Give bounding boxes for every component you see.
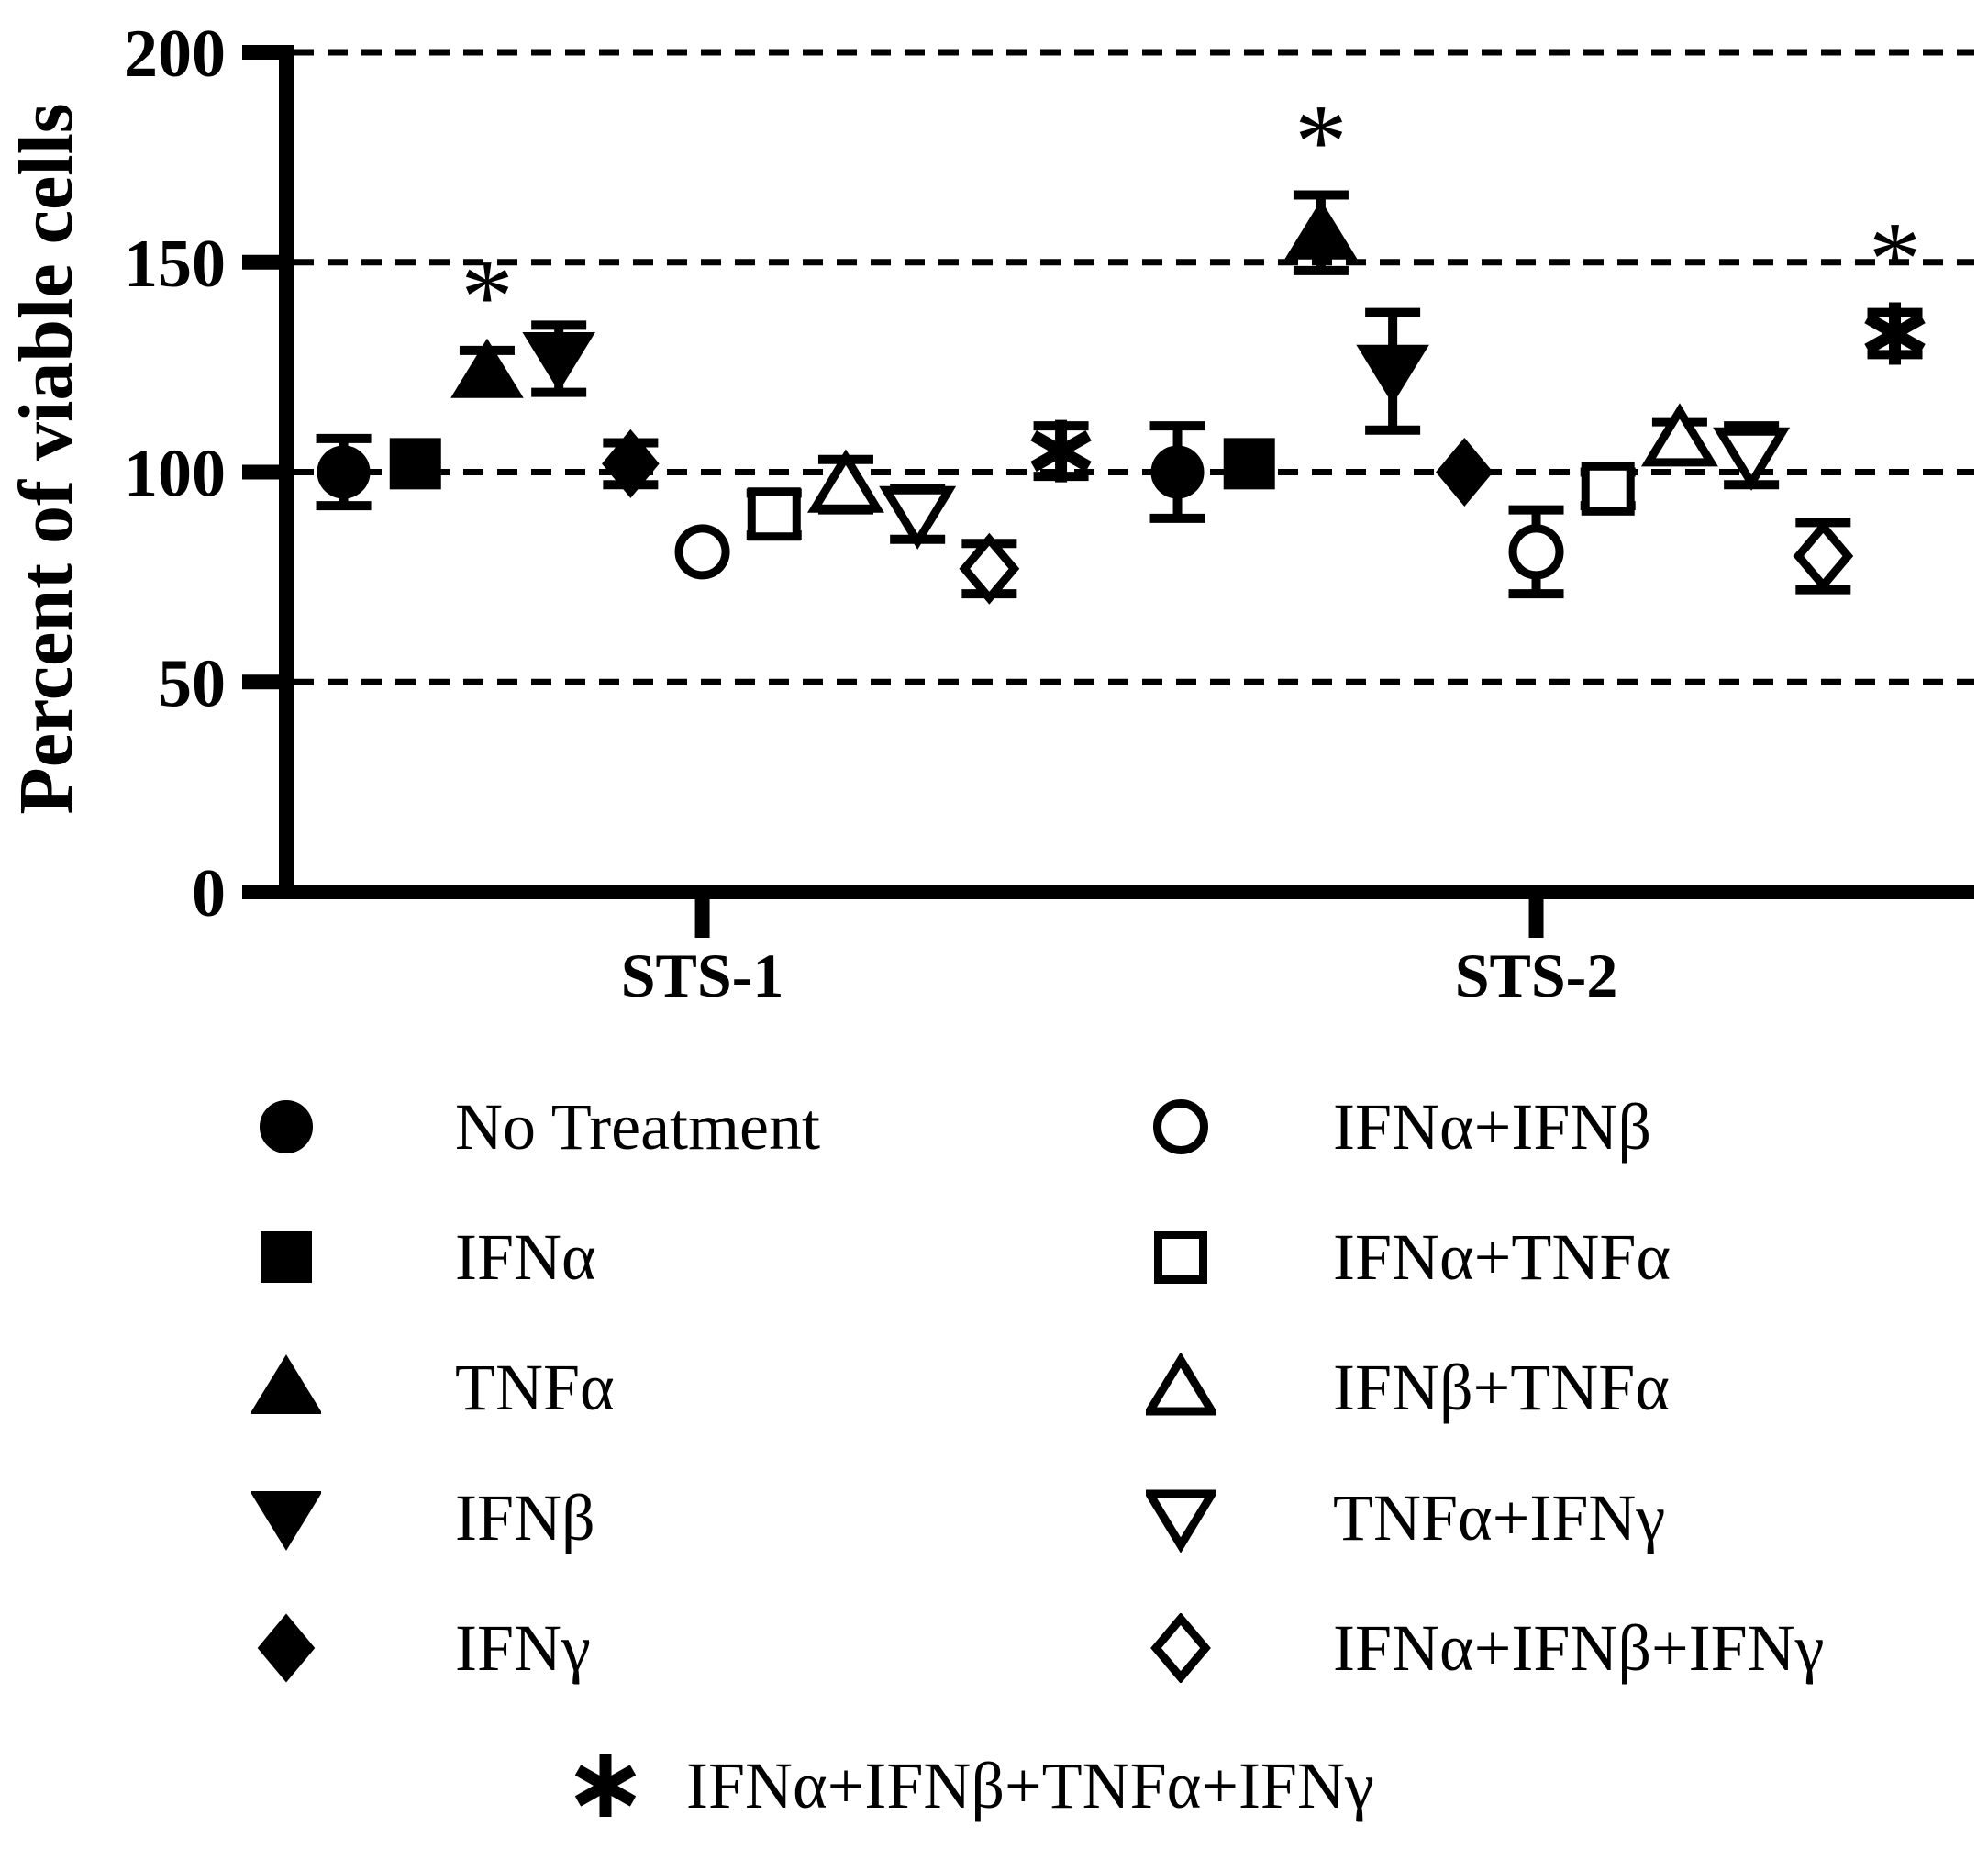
axes: 0 50 100 150 200 STS-1 STS-2 [124,17,1974,1010]
legend-label: TNFα+IFNγ [1333,1481,1666,1554]
legend-item: TNFα+IFNγ [1146,1483,1824,1553]
marker-circle-open [1153,1099,1208,1154]
legend-label: IFNγ [455,1611,591,1685]
marker-square-filled [261,1231,312,1283]
marker-triangle-down-filled [251,1491,321,1551]
marker-diamond-open [959,532,1020,605]
legend-label: IFNα+IFNβ+TNFα+IFNγ [686,1749,1374,1822]
legend-item: IFNα+TNFα [1146,1222,1824,1292]
legend-label: IFNα [455,1220,596,1294]
legend-column-right: IFNα+IFNβ IFNα+TNFα IFNβ+TNFα TNFα+IFNγ IFNα… [1146,1092,1824,1683]
marker-square-filled [389,438,441,490]
legend-label: IFNβ [455,1481,595,1554]
marker-circle-filled [260,1100,313,1153]
legend-item: IFNβ [251,1483,820,1553]
legend-label: No Treatment [455,1090,821,1164]
marker-circle-open [674,524,730,580]
triangle-up-open-icon [1146,1353,1216,1416]
marker-triangle-down-open [879,485,957,550]
marker-diamond-filled [257,1613,316,1683]
gridlines [294,49,1974,685]
y-tick-label: 50 [158,646,226,721]
marker-triangle-up-filled [251,1354,321,1414]
significance-asterisk: * [461,239,514,355]
legend-item: No Treatment [251,1092,820,1162]
legend-item: IFNα+IFNβ+IFNγ [1146,1613,1824,1683]
marker-diamond-filled [1436,437,1494,507]
legend-item: IFNα [251,1222,820,1292]
marker-star [574,1754,637,1817]
square-filled-icon [261,1231,312,1283]
marker-triangle-up-filled [450,338,524,398]
marker-diamond-open [1793,520,1854,592]
triangle-up-filled-icon [251,1354,321,1414]
marker-triangle-up-filled [1284,199,1358,260]
y-tick-label: 150 [124,227,226,302]
data-points: * * * [316,84,1926,605]
diamond-open-icon [1150,1613,1211,1683]
marker-triangle-down-open [1713,427,1791,491]
marker-triangle-down-filled [1356,344,1429,405]
marker-square-open [1581,462,1635,516]
marker-triangle-up-open [1640,403,1718,467]
significance-asterisk: * [1294,84,1348,200]
legend-row-bottom: IFNα+IFNβ+TNFα+IFNγ [571,1751,1374,1821]
marker-diamond-open [1150,1613,1211,1683]
marker-square-filled [1223,438,1275,490]
legend-label: IFNα+IFNβ [1333,1090,1651,1164]
marker-circle-open [1508,524,1564,580]
marker-triangle-up-open [1146,1353,1216,1416]
x-group-label: STS-2 [1455,941,1618,1010]
circle-filled-icon [260,1100,313,1153]
legend-item: IFNγ [251,1613,820,1683]
square-open-icon [1154,1231,1207,1284]
y-tick-label: 200 [124,17,226,92]
marker-star [1864,302,1926,365]
marker-triangle-up-open [806,449,884,513]
x-group-label: STS-1 [621,941,784,1010]
legend-item: TNFα [251,1353,820,1422]
marker-star [1030,419,1092,483]
marker-square-open [747,487,801,541]
legend-item: IFNα+IFNβ [1146,1092,1824,1162]
triangle-down-filled-icon [251,1491,321,1551]
legend-label: IFNα+IFNβ+IFNγ [1333,1611,1825,1685]
marker-square-open [1154,1231,1207,1284]
y-axis-title: Percent of viable cells [4,103,89,814]
legend-label: IFNα+TNFα [1333,1220,1671,1294]
circle-open-icon [1153,1099,1208,1154]
triangle-down-open-icon [1146,1489,1216,1553]
star-icon [574,1754,637,1817]
marker-diamond-filled [602,429,660,498]
y-tick-label: 100 [124,437,226,512]
diamond-filled-icon [257,1613,316,1683]
marker-circle-filled [1150,445,1205,499]
legend-column-left: No Treatment IFNα TNFα IFNβ IFNγ [251,1092,820,1683]
legend-label: TNFα [455,1351,615,1424]
marker-triangle-down-filled [522,331,595,392]
legend-item: IFNβ+TNFα [1146,1353,1824,1422]
significance-asterisk: * [1869,201,1922,317]
marker-circle-filled [317,445,371,499]
y-tick-label: 0 [192,856,226,931]
viability-scatter-plot: * * * 0 50 100 150 200 STS-1 STS-2 Percent of vi… [4,17,1974,1010]
marker-triangle-down-open [1146,1489,1216,1553]
legend-label: IFNβ+TNFα [1333,1351,1670,1424]
